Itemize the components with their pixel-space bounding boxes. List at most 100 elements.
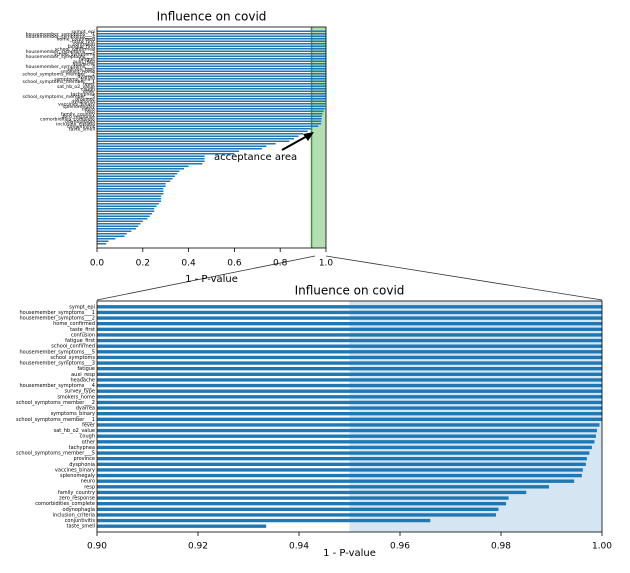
y-tick-label: fatigue: [77, 366, 95, 372]
y-tick-label: province: [75, 96, 95, 102]
y-tick-label: school_symptoms_member___5: [22, 94, 95, 100]
y-tick-label: vaccines_binary: [55, 467, 95, 473]
bar: [97, 322, 602, 326]
bar: [97, 178, 173, 180]
bar: [97, 496, 509, 500]
bar: [97, 115, 322, 117]
bar: [97, 30, 326, 32]
bar: [97, 55, 326, 57]
bar: [97, 400, 602, 405]
y-tick-label: zero_response: [62, 114, 95, 120]
bar: [97, 110, 324, 112]
bar: [97, 35, 326, 37]
y-tick-label: sympt_epi: [69, 304, 95, 310]
bar: [97, 65, 326, 67]
y-tick-label: comorbidities_complete: [35, 501, 95, 507]
bar: [97, 73, 326, 75]
bar: [97, 428, 597, 433]
bar: [97, 123, 322, 125]
y-tick-label: comorbidities_complete: [40, 116, 95, 122]
annotation: acceptance area: [214, 152, 297, 163]
bar: [97, 490, 527, 495]
y-tick-label: dyarrea: [77, 74, 95, 80]
y-tick-label: odynophagia: [65, 119, 95, 125]
bar: [97, 230, 132, 232]
bar: [97, 105, 326, 107]
bar: [97, 233, 127, 235]
y-tick-label: housemember_symptoms___1: [26, 31, 95, 37]
chart-title: Influence on covid: [295, 284, 405, 298]
bar: [97, 213, 152, 215]
bar: [97, 95, 326, 97]
y-tick-label: auxi_resp: [73, 59, 95, 65]
bar: [97, 180, 171, 182]
bar: [97, 327, 602, 331]
x-axis-label: 1 - P-value: [323, 548, 376, 559]
x-tick-label: 1.00: [592, 542, 612, 552]
bar: [97, 48, 326, 50]
x-tick-label: 0.4: [181, 259, 196, 269]
bar: [97, 128, 311, 130]
y-tick-label: other: [82, 439, 96, 445]
x-tick-label: 0.92: [188, 542, 208, 552]
y-tick-label: school_confirmed: [55, 46, 95, 52]
bar: [97, 190, 164, 192]
bar: [97, 524, 267, 528]
bar: [97, 175, 175, 177]
y-tick-label: school_confirmed: [51, 344, 95, 350]
bar: [97, 155, 205, 157]
bar: [97, 203, 159, 205]
acceptance-area: [311, 27, 326, 248]
y-tick-label: neuro: [82, 106, 95, 112]
y-tick-label: school_symptoms_member___2: [16, 400, 95, 406]
y-tick-label: cough: [80, 434, 95, 440]
y-tick-label: conjuntivitis: [65, 518, 96, 524]
bar: [97, 350, 602, 354]
bar: [97, 118, 322, 120]
y-tick-label: other: [83, 89, 95, 95]
y-tick-label: conjuntivitis: [67, 124, 95, 130]
y-tick-label: neuro: [81, 479, 95, 485]
x-tick-label: 0.96: [390, 542, 410, 552]
bar: [97, 58, 326, 60]
bar: [97, 507, 499, 511]
bar: [97, 45, 326, 47]
y-tick-label: cough: [81, 86, 95, 92]
y-tick-label: fatigue_first: [68, 44, 96, 50]
y-tick-label: housemember_symptoms___4: [26, 64, 95, 70]
y-tick-label: headache: [72, 61, 95, 67]
y-tick-label: tachypnea: [69, 445, 95, 451]
y-tick-label: family_country: [61, 111, 95, 117]
zoom-connector: [325, 255, 603, 301]
bar: [97, 33, 326, 35]
y-tick-label: auxi_resp: [71, 372, 95, 378]
bar: [97, 451, 590, 455]
bar: [97, 445, 592, 450]
bar: [97, 200, 162, 202]
y-tick-label: housemember_symptoms___5: [26, 49, 95, 55]
x-axis-label: 1 - P-value: [185, 274, 238, 285]
y-tick-label: sat_hb_o2_value: [57, 84, 95, 90]
bar: [97, 238, 116, 240]
bar: [97, 133, 304, 135]
bar: [97, 220, 143, 222]
bar: [97, 120, 322, 122]
bar: [97, 113, 323, 115]
bar: [97, 148, 262, 150]
y-tick-label: school_symptoms: [50, 355, 95, 361]
bar: [97, 502, 507, 506]
y-tick-label: vaccines_binary: [58, 101, 95, 107]
bar: [97, 406, 602, 410]
y-tick-label: fatigue_first: [65, 338, 95, 344]
bar: [97, 235, 125, 237]
bar: [97, 53, 326, 55]
bar: [97, 228, 136, 230]
y-tick-label: headache: [70, 377, 95, 383]
bar: [97, 468, 583, 472]
y-tick-label: smokers_home: [60, 69, 95, 75]
bar: [97, 135, 299, 137]
bar: [97, 412, 602, 416]
bar: [97, 68, 326, 70]
bar: [97, 473, 582, 478]
bar: [97, 423, 600, 427]
